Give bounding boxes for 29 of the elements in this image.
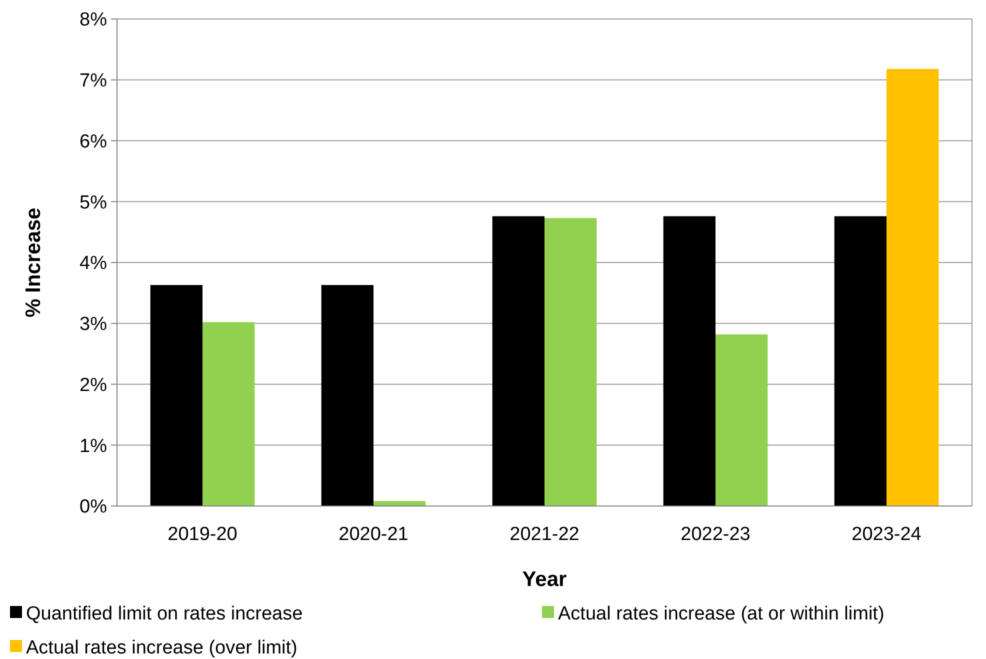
bar	[150, 285, 202, 506]
x-axis-title: Year	[522, 568, 567, 591]
y-tick-label: 2%	[80, 374, 108, 396]
bar	[544, 218, 597, 506]
bar	[886, 68, 939, 506]
bar	[716, 334, 768, 506]
x-tick-label: 2020-21	[338, 524, 408, 545]
legend-label: Actual rates increase (over limit)	[26, 638, 298, 659]
bar	[202, 322, 255, 506]
bar	[374, 501, 426, 506]
y-tick-label: 6%	[80, 131, 108, 152]
y-tick-label: 4%	[80, 253, 108, 274]
bar	[492, 216, 544, 506]
x-tick-label: 2023-24	[852, 524, 922, 545]
y-tick-label: 3%	[80, 314, 108, 336]
y-tick-label: 1%	[80, 436, 108, 457]
bar	[834, 216, 886, 506]
y-tick-label: 7%	[80, 70, 108, 92]
x-tick-label: 2022-23	[680, 524, 750, 545]
y-tick-label: 5%	[80, 192, 108, 214]
legend-label: Actual rates increase (at or within limit)	[558, 604, 884, 625]
x-tick-label: 2021-22	[510, 524, 580, 545]
legend-label: Quantified limit on rates increase	[26, 604, 303, 625]
y-tick-label: 8%	[80, 10, 108, 31]
y-tick-label: 0%	[80, 496, 108, 518]
x-tick-label: 2019-20	[168, 524, 238, 545]
bar	[321, 285, 374, 506]
bar	[663, 216, 716, 506]
y-axis-title: % Increase	[22, 208, 45, 318]
